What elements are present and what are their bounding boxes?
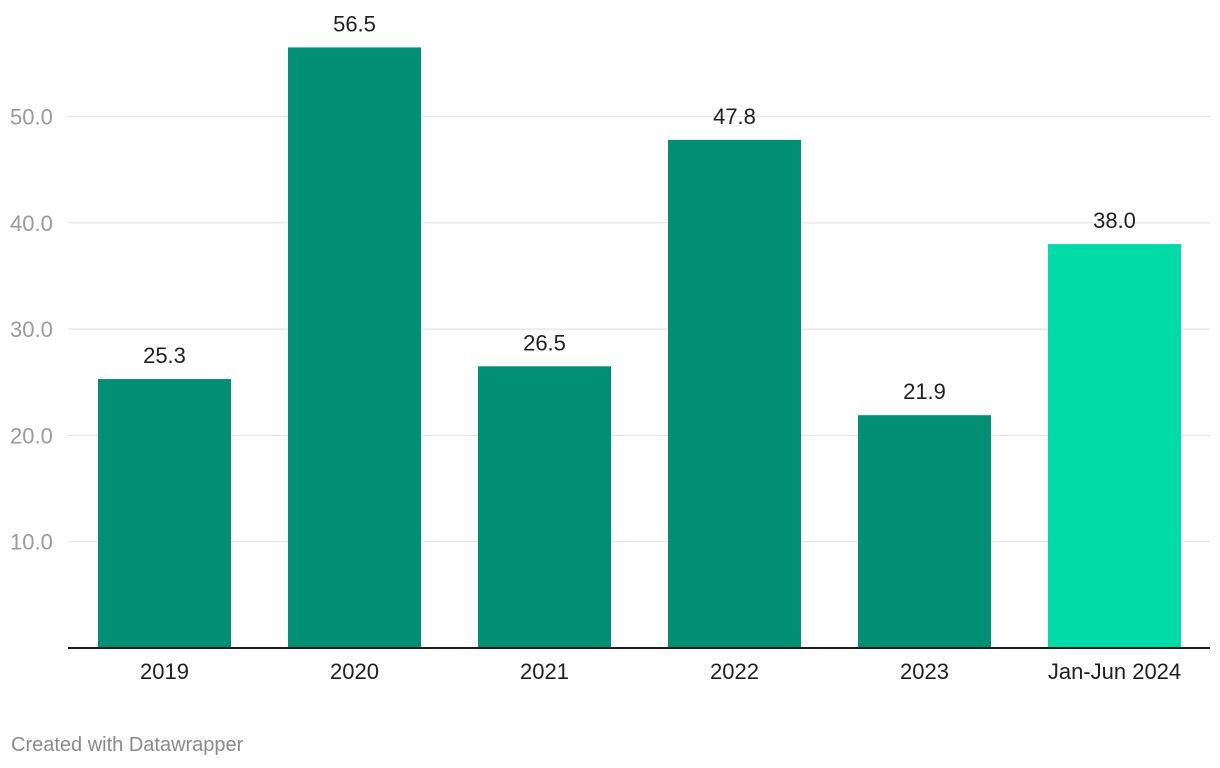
footer-credit: Created with Datawrapper: [11, 734, 244, 756]
y-axis-tick-labels: 10.0 20.0 30.0 40.0 50.0: [10, 105, 53, 555]
bar-value-label: 56.5: [333, 11, 376, 36]
y-tick-label: 20.0: [10, 423, 53, 448]
bar: [98, 379, 231, 648]
bar-value-label: 25.3: [143, 343, 186, 368]
bar-value-label: 47.8: [713, 104, 756, 129]
bar: [478, 366, 611, 648]
bars: [98, 47, 1181, 649]
bar: [288, 47, 421, 648]
x-tick-label: 2020: [330, 659, 379, 684]
bar: [1048, 244, 1181, 648]
bar: [668, 139, 801, 649]
gridlines: [68, 115, 1210, 543]
bar-value-label: 38.0: [1093, 208, 1136, 233]
x-tick-label: 2023: [900, 659, 949, 684]
y-tick-label: 30.0: [10, 317, 53, 342]
y-tick-label: 50.0: [10, 105, 53, 130]
bar-value-label: 21.9: [903, 379, 946, 404]
x-tick-label: 2022: [710, 659, 759, 684]
y-tick-label: 40.0: [10, 211, 53, 236]
bar-value-label: 26.5: [523, 330, 566, 355]
bar-chart: 10.0 20.0 30.0 40.0 50.0 25.3 56.5 26.5 47.8 21.…: [10, 11, 1210, 684]
bar-value-labels: 25.3 56.5 26.5 47.8 21.9 38.0: [143, 11, 1136, 404]
y-tick-label: 10.0: [10, 530, 53, 555]
x-axis-tick-labels: 2019 2020 2021 2022 2023 Jan-Jun 2024: [140, 659, 1181, 684]
bar: [858, 415, 991, 648]
x-tick-label: 2021: [520, 659, 569, 684]
x-tick-label: 2019: [140, 659, 189, 684]
x-tick-label: Jan-Jun 2024: [1048, 659, 1181, 684]
